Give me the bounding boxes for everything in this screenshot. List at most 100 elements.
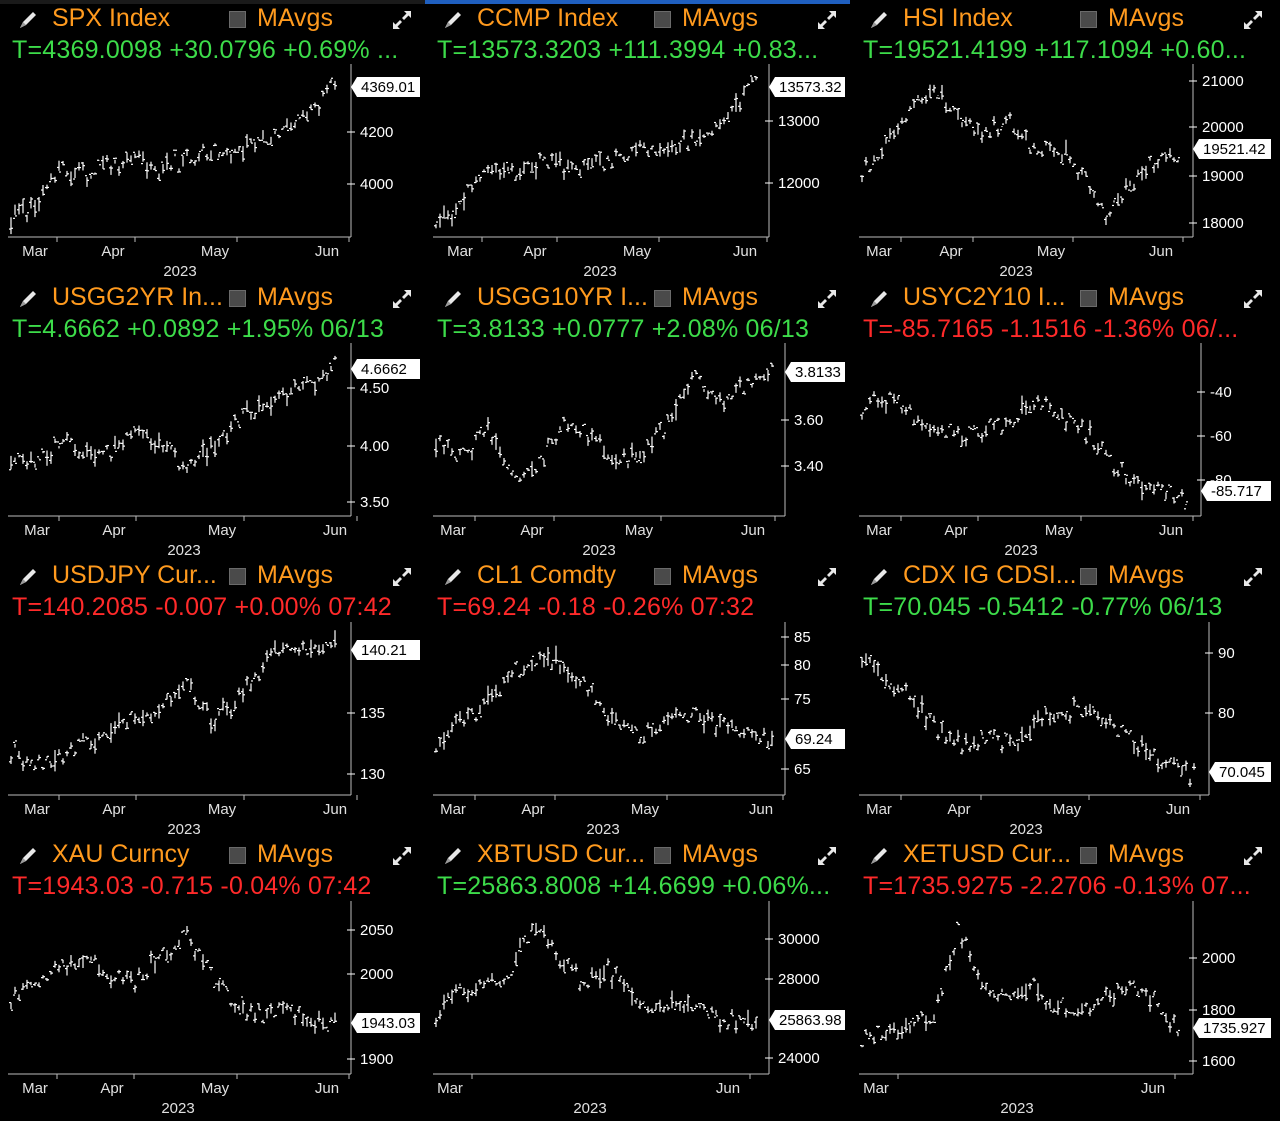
pencil-icon[interactable] [16, 287, 40, 311]
chart-panel[interactable]: USDJPY Cur... MAvgs T=140.2085 -0.007 +0.0… [0, 557, 420, 834]
chart-panel[interactable]: CL1 Comdty MAvgs T=69.24 -0.18 -0.26% 07:3… [425, 557, 845, 834]
mavgs-label[interactable]: MAvgs [682, 283, 758, 311]
pencil-icon[interactable] [16, 8, 40, 32]
ticker-name[interactable]: CL1 Comdty [477, 561, 616, 589]
ticker-name[interactable]: USYC2Y10 I... [903, 283, 1066, 311]
mavgs-label[interactable]: MAvgs [682, 840, 758, 868]
chart-panel[interactable]: CCMP Index MAvgs T=13573.3203 +111.3994 +0… [425, 0, 845, 277]
chart-panel[interactable]: CDX IG CDSI... MAvgs T=70.045 -0.5412 -0.7… [851, 557, 1271, 834]
expand-icon[interactable] [390, 844, 414, 868]
mavgs-label[interactable]: MAvgs [682, 561, 758, 589]
chart-panel[interactable]: XAU Curncy MAvgs T=1943.03 -0.715 -0.04% 0… [0, 836, 420, 1113]
ticker-name[interactable]: SPX Index [52, 4, 171, 32]
chart-panel[interactable]: SPX Index MAvgs T=4369.0098 +30.0796 +0.69… [0, 0, 420, 277]
year-label: 2023 [1009, 821, 1042, 834]
chart-panel[interactable]: XBTUSD Cur... MAvgs T=25863.8008 +14.6699 … [425, 836, 845, 1113]
mavgs-checkbox[interactable] [654, 568, 671, 585]
panel-header: USGG2YR In... MAvgs [0, 281, 420, 315]
mavgs-label[interactable]: MAvgs [1108, 840, 1184, 868]
panel-header: CL1 Comdty MAvgs [425, 559, 845, 593]
panel-header: USGG10YR I... MAvgs [425, 281, 845, 315]
chart-panel[interactable]: USGG2YR In... MAvgs T=4.6662 +0.0892 +1.95… [0, 279, 420, 556]
month-label: May [208, 801, 237, 818]
pencil-icon[interactable] [16, 844, 40, 868]
chart-panel[interactable]: XETUSD Cur... MAvgs T=1735.9275 -2.2706 -0… [851, 836, 1271, 1113]
mavgs-checkbox[interactable] [1080, 11, 1097, 28]
pencil-icon[interactable] [441, 8, 465, 32]
window-top-strip-left [0, 0, 425, 4]
expand-icon[interactable] [390, 287, 414, 311]
y-tick-label: 21000 [1202, 73, 1244, 90]
chart-panel[interactable]: USGG10YR I... MAvgs T=3.8133 +0.0777 +2.08… [425, 279, 845, 556]
last-price-tag [769, 77, 845, 97]
chart-panel[interactable]: USYC2Y10 I... MAvgs T=-85.7165 -1.1516 -1.… [851, 279, 1271, 556]
pencil-icon[interactable] [441, 844, 465, 868]
year-label: 2023 [167, 821, 200, 834]
expand-icon[interactable] [815, 8, 839, 32]
mavgs-label[interactable]: MAvgs [1108, 4, 1184, 32]
mavgs-label[interactable]: MAvgs [257, 840, 333, 868]
y-tick-label: 1600 [1202, 1053, 1235, 1070]
expand-icon[interactable] [1241, 8, 1265, 32]
expand-icon[interactable] [815, 844, 839, 868]
ticker-name[interactable]: USGG10YR I... [477, 283, 648, 311]
mavgs-checkbox[interactable] [229, 290, 246, 307]
expand-icon[interactable] [1241, 287, 1265, 311]
expand-icon[interactable] [1241, 565, 1265, 589]
chart-panel[interactable]: HSI Index MAvgs T=19521.4199 +117.1094 +0.… [851, 0, 1271, 277]
pencil-icon[interactable] [867, 844, 891, 868]
price-chart: 2050 2000 1900 1943.03 Mar Apr May Jun 2023 [8, 901, 420, 1113]
expand-icon[interactable] [390, 565, 414, 589]
mavgs-label[interactable]: MAvgs [1108, 283, 1184, 311]
ticker-name[interactable]: USDJPY Cur... [52, 561, 217, 589]
ticker-name[interactable]: XAU Curncy [52, 840, 190, 868]
last-price-tag [1193, 139, 1271, 159]
y-tick-label: 2000 [360, 966, 393, 983]
y-tick-label: 3.40 [794, 458, 823, 475]
month-label: May [208, 522, 237, 539]
pencil-icon[interactable] [441, 287, 465, 311]
mavgs-checkbox[interactable] [654, 11, 671, 28]
month-label: Apr [947, 801, 970, 818]
expand-icon[interactable] [390, 8, 414, 32]
ticker-name[interactable]: XBTUSD Cur... [477, 840, 646, 868]
pencil-icon[interactable] [867, 8, 891, 32]
mavgs-checkbox[interactable] [654, 847, 671, 864]
pencil-icon[interactable] [16, 565, 40, 589]
pencil-icon[interactable] [441, 565, 465, 589]
y-tick-label: 4.50 [360, 380, 389, 397]
expand-icon[interactable] [1241, 844, 1265, 868]
last-price-tag [1209, 762, 1271, 782]
month-label: Jun [315, 1080, 339, 1097]
mavgs-label[interactable]: MAvgs [1108, 561, 1184, 589]
year-label: 2023 [163, 263, 196, 277]
month-label: Jun [1159, 522, 1183, 539]
ticker-name[interactable]: XETUSD Cur... [903, 840, 1072, 868]
mavgs-label[interactable]: MAvgs [257, 283, 333, 311]
quote-line: T=3.8133 +0.0777 +2.08% 06/13 [437, 315, 810, 343]
ticker-name[interactable]: USGG2YR In... [52, 283, 223, 311]
ticker-name[interactable]: CDX IG CDSI... [903, 561, 1075, 589]
expand-icon[interactable] [815, 287, 839, 311]
mavgs-checkbox[interactable] [654, 290, 671, 307]
pencil-icon[interactable] [867, 287, 891, 311]
pencil-icon[interactable] [867, 565, 891, 589]
expand-icon[interactable] [815, 565, 839, 589]
mavgs-checkbox[interactable] [1080, 847, 1097, 864]
mavgs-checkbox[interactable] [1080, 290, 1097, 307]
mavgs-checkbox[interactable] [229, 568, 246, 585]
mavgs-label[interactable]: MAvgs [257, 4, 333, 32]
month-label: Mar [447, 243, 473, 260]
mavgs-label[interactable]: MAvgs [682, 4, 758, 32]
mavgs-checkbox[interactable] [229, 11, 246, 28]
y-tick-label: 80 [794, 657, 811, 674]
ticker-name[interactable]: HSI Index [903, 4, 1013, 32]
y-tick-label: 20000 [1202, 119, 1244, 136]
y-tick-label: 3.60 [794, 412, 823, 429]
month-label: Jun [323, 801, 347, 818]
last-price-label: 3.8133 [795, 364, 841, 381]
mavgs-label[interactable]: MAvgs [257, 561, 333, 589]
ticker-name[interactable]: CCMP Index [477, 4, 619, 32]
mavgs-checkbox[interactable] [229, 847, 246, 864]
mavgs-checkbox[interactable] [1080, 568, 1097, 585]
